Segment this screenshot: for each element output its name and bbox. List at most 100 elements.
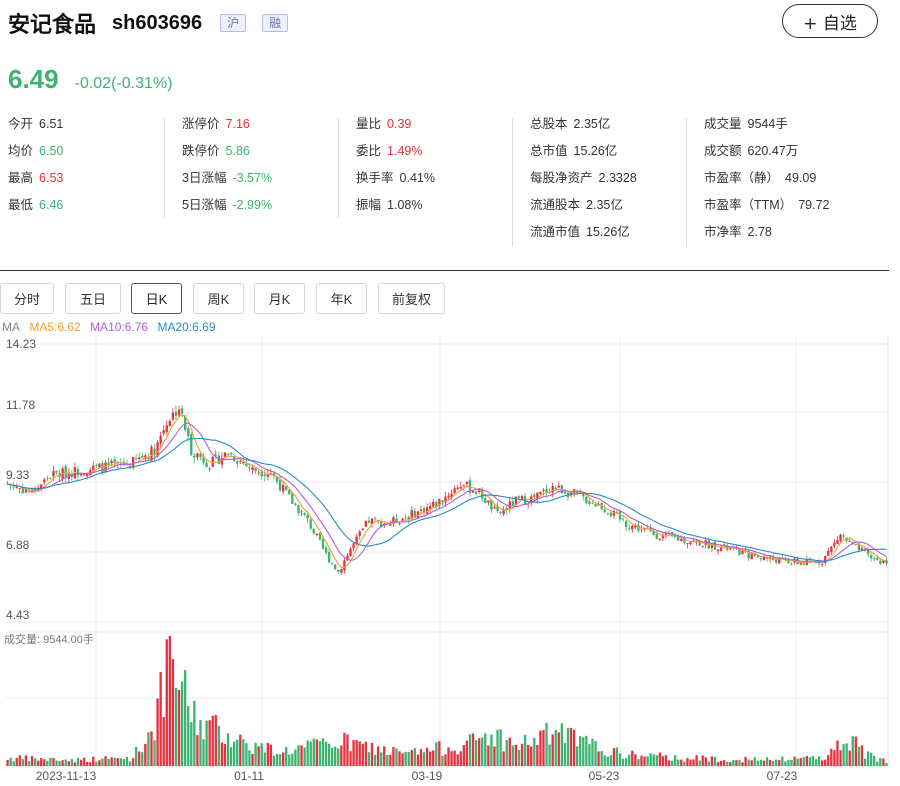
volume-bar — [306, 740, 309, 766]
tab-2[interactable]: 日K — [131, 283, 182, 314]
candle-body — [545, 488, 548, 493]
volume-bar — [885, 763, 888, 766]
candle-body — [673, 534, 677, 538]
candle-body — [594, 503, 597, 507]
volume-bar — [566, 727, 570, 766]
volume-bar — [113, 757, 116, 766]
ma5-label: MA5:6.62 — [29, 320, 81, 334]
stat-row: 3日涨幅 -3.57% — [182, 168, 272, 195]
candle-body — [422, 508, 426, 513]
candle-body — [520, 495, 524, 500]
candle-body — [677, 536, 680, 541]
volume-bar — [747, 759, 750, 766]
candle-body — [481, 489, 484, 499]
volume-bar — [827, 755, 830, 766]
tab-6[interactable]: 前复权 — [378, 283, 445, 314]
candle-body — [551, 485, 554, 493]
tab-5[interactable]: 年K — [316, 283, 367, 314]
candle-body — [401, 518, 404, 522]
volume-bar — [787, 759, 790, 766]
stat-row: 总市值 15.26亿 — [530, 141, 637, 168]
candle-body — [643, 528, 646, 530]
volume-bar — [162, 716, 165, 766]
candle-body — [753, 553, 756, 556]
volume-bar — [294, 749, 297, 766]
volume-bar — [646, 756, 649, 766]
volume-bar — [652, 754, 655, 766]
volume-bar — [628, 754, 631, 766]
candle-body — [869, 555, 873, 559]
volume-bar — [419, 749, 423, 766]
candle-body — [762, 556, 766, 561]
volume-bar — [768, 760, 772, 766]
candle-body — [395, 518, 398, 523]
ma10-line — [7, 422, 887, 563]
stock-code: sh603696 — [112, 11, 203, 34]
add-favorite-button[interactable]: + 自选 — [782, 4, 878, 38]
candle-body — [459, 486, 462, 489]
volume-bar — [232, 741, 236, 766]
candle-body — [24, 489, 28, 493]
tab-1[interactable]: 五日 — [65, 283, 121, 314]
volume-bar — [76, 757, 80, 766]
candle-body — [361, 528, 364, 530]
price-tick-label: 9.33 — [6, 468, 30, 482]
volume-bar — [92, 756, 95, 766]
candle-body — [609, 512, 613, 516]
candle-body — [15, 487, 18, 488]
candle-body — [569, 492, 573, 496]
volume-bar — [759, 759, 763, 766]
candle-body — [588, 501, 591, 504]
current-price: 6.49 — [8, 64, 59, 94]
tab-4[interactable]: 月K — [254, 283, 305, 314]
candle-body — [557, 485, 560, 488]
volume-bar — [389, 754, 392, 766]
candle-body — [432, 501, 435, 507]
candle-body — [21, 488, 25, 494]
candle-body — [138, 457, 141, 460]
candle-body — [618, 511, 622, 520]
candle-body — [698, 540, 701, 546]
x-tick-label: 07-23 — [767, 769, 798, 783]
volume-bar — [588, 744, 591, 766]
volume-bar — [557, 732, 560, 766]
candle-body — [496, 505, 499, 512]
stat-label: 3日涨幅 — [182, 171, 227, 185]
candle-body — [661, 534, 665, 539]
x-tick-label: 2023-11-13 — [36, 769, 97, 783]
volume-bar — [526, 744, 530, 766]
candle-body — [775, 559, 778, 563]
volume-bar — [199, 719, 202, 766]
candle-body — [597, 504, 600, 506]
candle-body — [658, 538, 662, 540]
price-tick-label: 11.78 — [6, 398, 35, 412]
volume-bar — [150, 731, 153, 766]
tab-3[interactable]: 周K — [193, 283, 244, 314]
volume-bar — [122, 759, 126, 766]
volume-bar — [879, 758, 882, 766]
volume-bar — [251, 753, 254, 766]
stat-value: 7.16 — [225, 117, 250, 131]
stat-value: 620.47万 — [747, 144, 799, 158]
volume-bar — [64, 759, 67, 766]
candle-body — [278, 479, 282, 491]
volume-bar — [848, 750, 851, 766]
candle-body — [413, 510, 417, 518]
volume-bar — [291, 753, 294, 766]
volume-bar — [732, 760, 735, 766]
volume-bar — [407, 752, 410, 766]
candle-body — [474, 491, 478, 494]
volume-bar — [618, 753, 622, 766]
volume-bar — [413, 748, 417, 766]
volume-bar — [438, 741, 441, 766]
candle-body — [159, 435, 162, 444]
kline-chart[interactable]: 14.23 11.78 9.33 6.88 4.43 2023-11-13 01-11 03-… — [0, 336, 890, 786]
volume-bar — [713, 756, 717, 766]
stat-label: 均价 — [8, 144, 34, 158]
volume-bar — [869, 752, 873, 766]
volume-bar — [854, 736, 858, 766]
stat-value: -3.57% — [232, 171, 273, 185]
tab-0[interactable]: 分时 — [0, 283, 54, 314]
volume-bar — [487, 745, 490, 766]
volume-bar — [677, 759, 680, 766]
